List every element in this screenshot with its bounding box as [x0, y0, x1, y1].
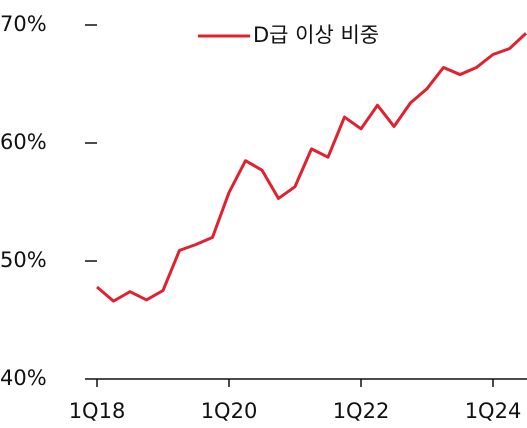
x-tick-label: 1Q18	[69, 399, 126, 423]
x-tick-label: 1Q24	[465, 399, 522, 423]
y-tick-label: 40%	[0, 366, 47, 390]
y-tick-label: 60%	[0, 130, 47, 154]
x-tick-label: 1Q20	[201, 399, 258, 423]
x-tick-label: 1Q22	[333, 399, 390, 423]
y-tick-label: 50%	[0, 248, 47, 272]
data-line	[96, 32, 527, 303]
legend-label: D급 이상 비중	[253, 23, 379, 47]
y-tick-label: 70%	[0, 12, 47, 36]
